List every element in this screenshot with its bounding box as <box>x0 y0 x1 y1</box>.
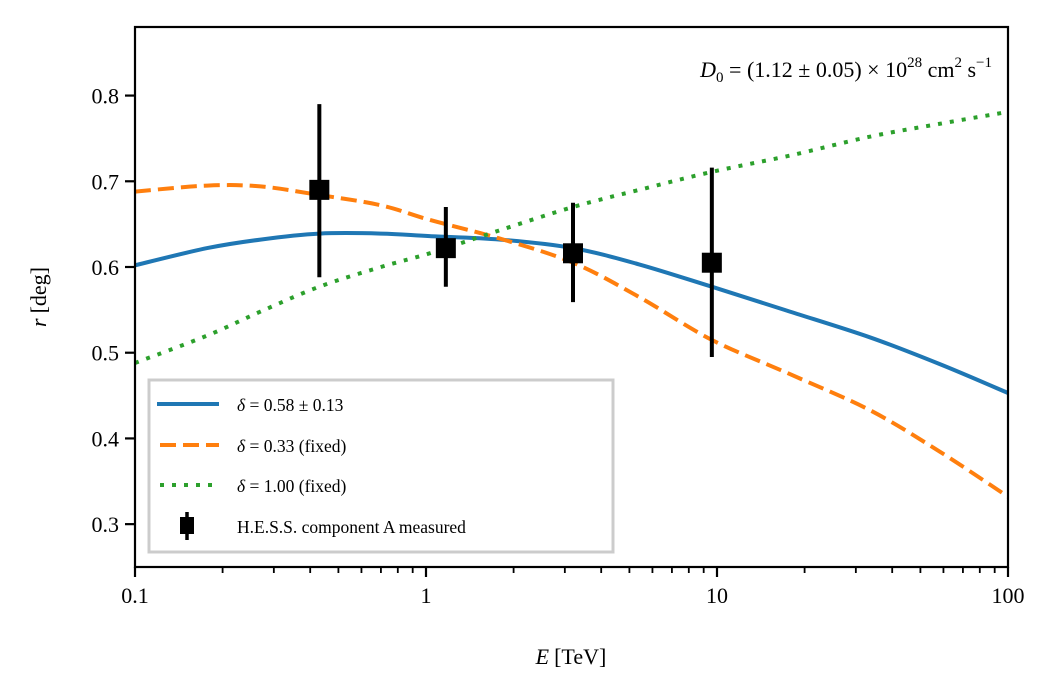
x-tick-label: 0.1 <box>121 583 149 608</box>
measurement-points <box>309 104 722 357</box>
measurement-marker <box>435 238 456 259</box>
legend-label-3: H.E.S.S. component A measured <box>237 517 466 537</box>
legend-swatch-marker <box>180 517 194 534</box>
y-tick-label: 0.3 <box>92 512 120 537</box>
x-tick-label: 100 <box>992 583 1025 608</box>
axes-frame <box>133 25 1010 569</box>
x-tick-label: 1 <box>421 583 432 608</box>
measurement-marker <box>562 243 583 264</box>
legend-box <box>147 378 615 554</box>
x-tick-label: 10 <box>706 583 728 608</box>
legend-label-0: δ = 0.58 ± 0.13 <box>237 395 344 415</box>
y-tick-label: 0.5 <box>92 341 120 366</box>
y-tick-label: 0.6 <box>92 255 120 280</box>
series-line-solid <box>135 231 1008 395</box>
x-axis-label: E [TeV] <box>535 644 607 669</box>
legend-label-2: δ = 1.00 (fixed) <box>237 476 347 496</box>
diffusion-coefficient-annotation: D0 = (1.12 ± 0.05) × 1028 cm2 s−1 <box>699 55 992 86</box>
legend-label-1: δ = 0.33 (fixed) <box>237 436 347 456</box>
y-axis: 0.3 0.4 0.5 0.6 0.7 0.8 <box>92 84 135 537</box>
legend: δ = 0.58 ± 0.13 δ = 0.33 (fixed) δ = 1.0… <box>147 378 615 554</box>
y-tick-label: 0.8 <box>92 84 120 109</box>
series-line-dotted <box>135 109 1008 365</box>
y-axis-label: r[deg] <box>26 267 51 327</box>
y-tick-label: 0.7 <box>92 169 120 194</box>
x-axis: 0.1 1 10 100 <box>121 567 1025 608</box>
measurement-marker <box>701 252 722 273</box>
measurement-marker <box>309 179 330 200</box>
y-tick-label: 0.4 <box>92 426 120 451</box>
